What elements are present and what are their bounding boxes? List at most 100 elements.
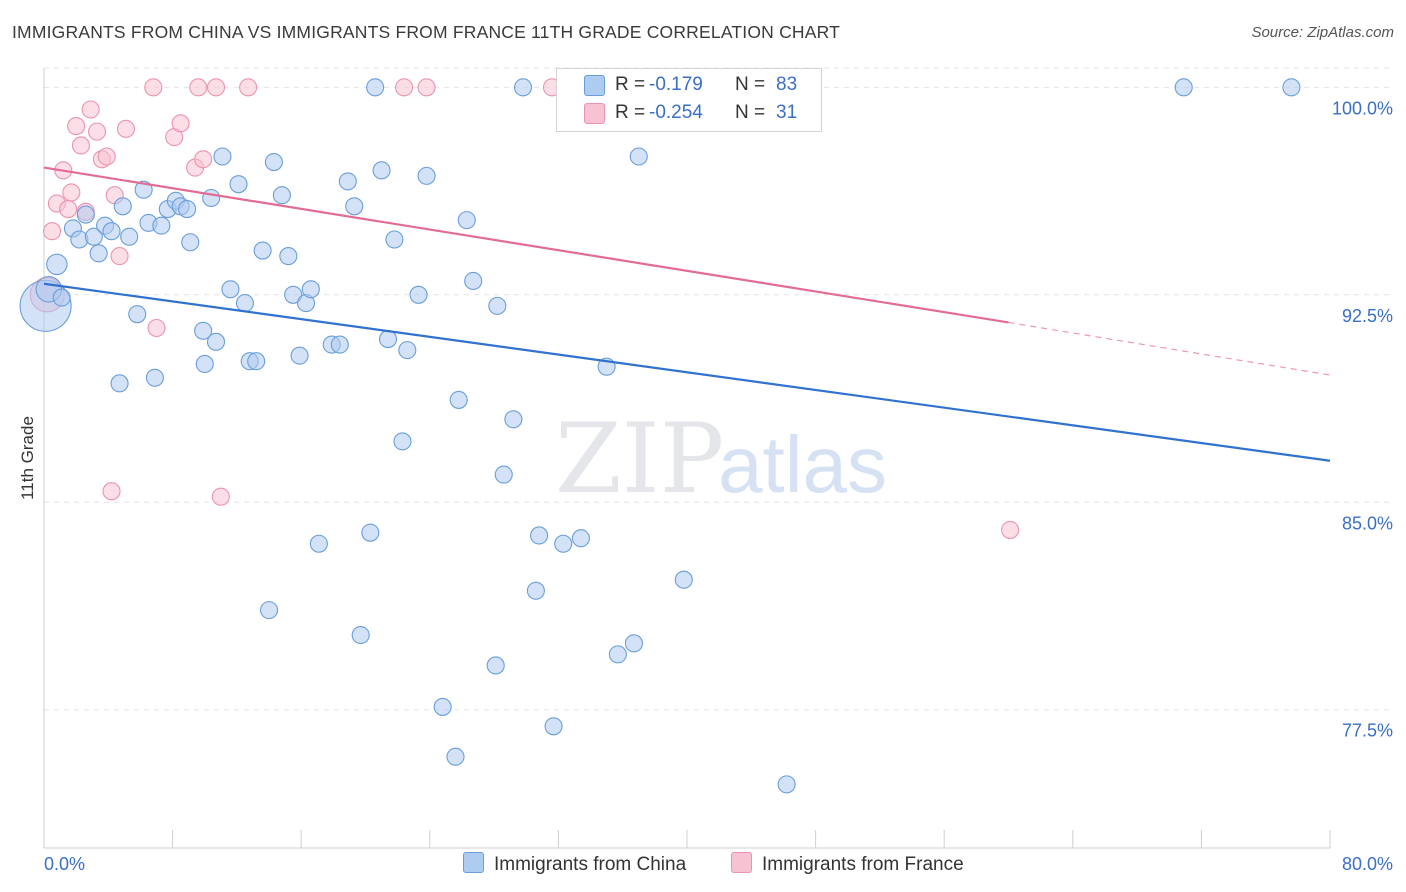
china-point [513, 78, 533, 97]
france-point [239, 78, 258, 97]
china-legend-label: Immigrants from China [494, 854, 687, 875]
tick-labels: 77.5% 85.0% 92.5% 100.0% 0.0% 80.0% [44, 98, 1393, 874]
legend-item-france: Immigrants from France [731, 852, 964, 876]
france-point [116, 119, 136, 138]
china-point [113, 197, 132, 216]
china-point [457, 211, 476, 230]
china-point [253, 241, 272, 260]
china-point [345, 197, 364, 216]
china-point [526, 581, 545, 600]
legend-row-china: R = -0.179 N = 83 [557, 72, 821, 100]
china-point [89, 244, 108, 263]
china-r-label: R = [615, 74, 646, 95]
china-point [544, 717, 563, 736]
x-tick-label: 80.0% [1342, 854, 1393, 874]
china-point [1282, 78, 1301, 97]
china-point [372, 161, 391, 180]
china-point [393, 432, 412, 451]
china-trend-line [43, 282, 1331, 462]
france-r-label: R = [615, 102, 646, 123]
china-point [84, 227, 103, 246]
china-point [110, 374, 129, 393]
china-point [409, 285, 428, 304]
china-point [486, 656, 505, 675]
china-n-label: N = [735, 74, 766, 95]
china-point [145, 368, 164, 387]
china-point [194, 321, 213, 340]
source-label: Source: ZipAtlas.com [1251, 24, 1394, 41]
china-point [504, 410, 523, 429]
france-point [87, 122, 107, 141]
france-point [206, 78, 226, 97]
china-point [290, 346, 309, 365]
france-point [42, 222, 62, 241]
china-point [378, 330, 398, 349]
france-n-value: 31 [776, 102, 798, 123]
china-point [338, 172, 357, 191]
china-point [301, 280, 320, 299]
china-point [134, 180, 153, 199]
china-point [488, 296, 507, 315]
france-point [110, 247, 129, 266]
china-swatch [584, 75, 605, 96]
chart-title: IMMIGRANTS FROM CHINA VS IMMIGRANTS FROM… [12, 22, 841, 42]
france-legend-label: Immigrants from France [762, 854, 964, 875]
china-point [494, 465, 513, 484]
china-point [264, 152, 283, 172]
china-point [181, 233, 200, 252]
china-point [195, 354, 214, 374]
stats-legend: R = -0.179 N = 83 R = -0.254 N = 31 [556, 68, 822, 132]
france-point [171, 114, 190, 133]
france-legend-swatch [731, 852, 752, 873]
y-tick-label: 77.5% [1342, 721, 1393, 741]
china-point [309, 534, 328, 553]
china-point [446, 747, 465, 766]
china-point [221, 280, 240, 299]
china-point [1174, 78, 1193, 97]
china-point [366, 78, 385, 97]
china-n-value: 83 [776, 74, 798, 95]
watermark-atlas: atlas [718, 420, 887, 509]
france-point [1001, 520, 1020, 539]
china-point [284, 285, 303, 304]
france-point [395, 78, 414, 97]
france-point [211, 487, 230, 506]
china-point [530, 526, 549, 545]
watermark: ZIP atlas [555, 403, 887, 515]
france-swatch [584, 103, 605, 124]
france-point [144, 78, 163, 97]
china-point [178, 200, 197, 219]
grid-lines [44, 67, 1392, 711]
china-point [46, 253, 68, 276]
china-point [247, 352, 266, 371]
china-point [235, 294, 254, 313]
china-point [385, 230, 404, 249]
china-point [272, 186, 291, 205]
china-point [120, 227, 139, 246]
trend-lines [43, 166, 1331, 462]
france-point [147, 318, 166, 338]
china-point [361, 523, 380, 542]
china-r-value: -0.179 [649, 74, 703, 95]
y-tick-label: 100.0% [1332, 98, 1393, 118]
france-n-label: N = [735, 102, 766, 123]
china-point [76, 205, 95, 224]
china-point [674, 570, 693, 589]
china-point [102, 222, 121, 241]
china-point [608, 645, 627, 664]
china-point [229, 175, 248, 194]
legend-item-china: Immigrants from China [463, 852, 686, 876]
china-point [571, 529, 590, 548]
china-point [152, 216, 171, 235]
china-point [351, 625, 370, 645]
china-point [330, 335, 349, 354]
china-points [19, 78, 1301, 794]
france-point [59, 200, 78, 219]
china-point [433, 697, 452, 716]
france-point [67, 117, 86, 136]
france-point [417, 78, 436, 97]
china-point [259, 601, 279, 620]
china-point [777, 775, 796, 794]
china-point [206, 332, 226, 351]
